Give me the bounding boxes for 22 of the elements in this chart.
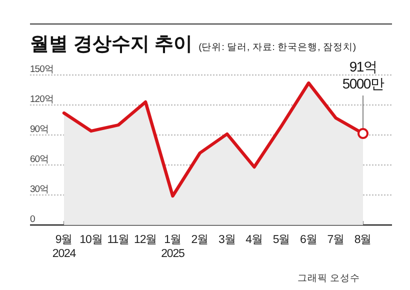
- x-tick-label: 7월: [327, 234, 344, 246]
- x-tick-label: 12월: [134, 234, 158, 246]
- x-tick-label: 4월: [246, 234, 263, 246]
- x-tick-label: 8월: [354, 234, 372, 246]
- y-tick-label: 60억: [30, 154, 50, 165]
- x-tick-label: 5월: [272, 234, 290, 246]
- x-tick-label: 10월: [80, 234, 103, 246]
- y-tick-label: 30억: [30, 184, 50, 195]
- chart-title: 월별 경상수지 추이: [30, 34, 193, 55]
- chart-subtitle: (단위: 달러, 자료: 한국은행, 잠정치): [198, 42, 356, 53]
- y-tick-label: 0: [30, 214, 35, 225]
- x-tick-label: 11월: [107, 234, 130, 246]
- x-tick-label: 1월 2025: [161, 234, 185, 260]
- y-tick-label: 150억: [30, 64, 54, 75]
- x-tick-label: 6월: [300, 234, 318, 246]
- x-tick-label: 9월 2024: [52, 234, 77, 260]
- y-tick-label: 120억: [30, 94, 54, 105]
- y-tick-label: 90억: [30, 124, 50, 135]
- x-tick-label: 3월: [218, 234, 236, 246]
- text: 그래픽 오성수: [297, 273, 360, 284]
- annotation: 91억 5000만: [342, 58, 384, 92]
- x-tick-label: 2월: [191, 234, 209, 246]
